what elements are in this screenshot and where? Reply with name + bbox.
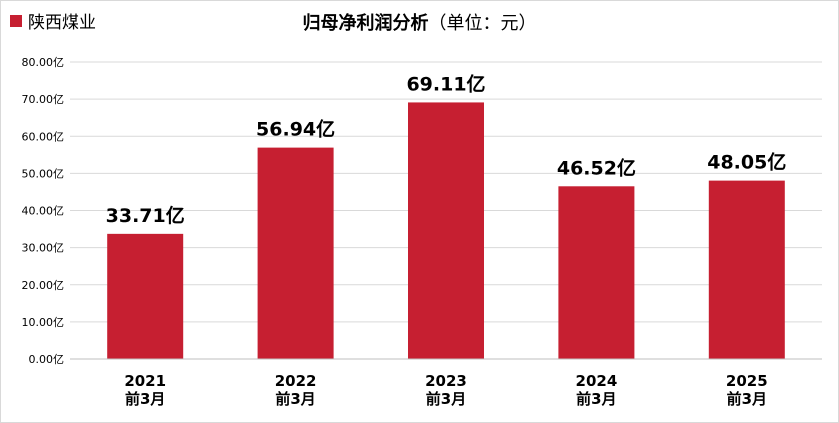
y-tick-label: 70.00亿	[22, 93, 65, 106]
y-tick-label: 30.00亿	[22, 242, 65, 255]
y-tick-label: 10.00亿	[22, 316, 65, 329]
y-tick-label: 50.00亿	[22, 167, 65, 180]
data-label: 56.94亿	[256, 118, 335, 141]
x-tick-label-year: 2025	[726, 372, 768, 390]
x-tick-label-year: 2023	[425, 372, 467, 390]
chart-title: 归母净利润分析（单位：元）	[0, 9, 839, 35]
x-tick-label-period: 前3月	[426, 390, 466, 408]
bar	[708, 180, 785, 359]
legend: 陕西煤业	[10, 8, 96, 33]
x-tick-label-period: 前3月	[576, 390, 616, 408]
x-tick-label-period: 前3月	[727, 390, 767, 408]
legend-label: 陕西煤业	[28, 13, 96, 33]
bar	[558, 186, 635, 359]
legend-swatch	[10, 14, 22, 27]
x-tick-label-period: 前3月	[275, 390, 315, 408]
data-label: 48.05亿	[707, 151, 786, 174]
x-tick-label-year: 2024	[576, 372, 618, 390]
bar	[257, 147, 334, 359]
bar	[408, 102, 484, 359]
x-tick-label-year: 2021	[124, 372, 166, 390]
chart-title-main: 归母净利润分析	[302, 13, 429, 34]
bar	[107, 233, 184, 359]
y-tick-label: 80.00亿	[22, 56, 65, 69]
x-tick-label-period: 前3月	[125, 390, 165, 408]
data-label: 46.52亿	[557, 156, 636, 179]
y-tick-label: 40.00亿	[22, 205, 65, 218]
data-label: 33.71亿	[106, 204, 185, 227]
data-label: 69.11亿	[406, 72, 485, 95]
y-tick-label: 20.00亿	[22, 279, 65, 292]
y-tick-label: 60.00亿	[22, 130, 65, 143]
y-tick-label: 0.00亿	[29, 353, 65, 366]
x-tick-label-year: 2022	[275, 372, 317, 390]
chart-title-unit: （单位：元）	[428, 13, 537, 34]
